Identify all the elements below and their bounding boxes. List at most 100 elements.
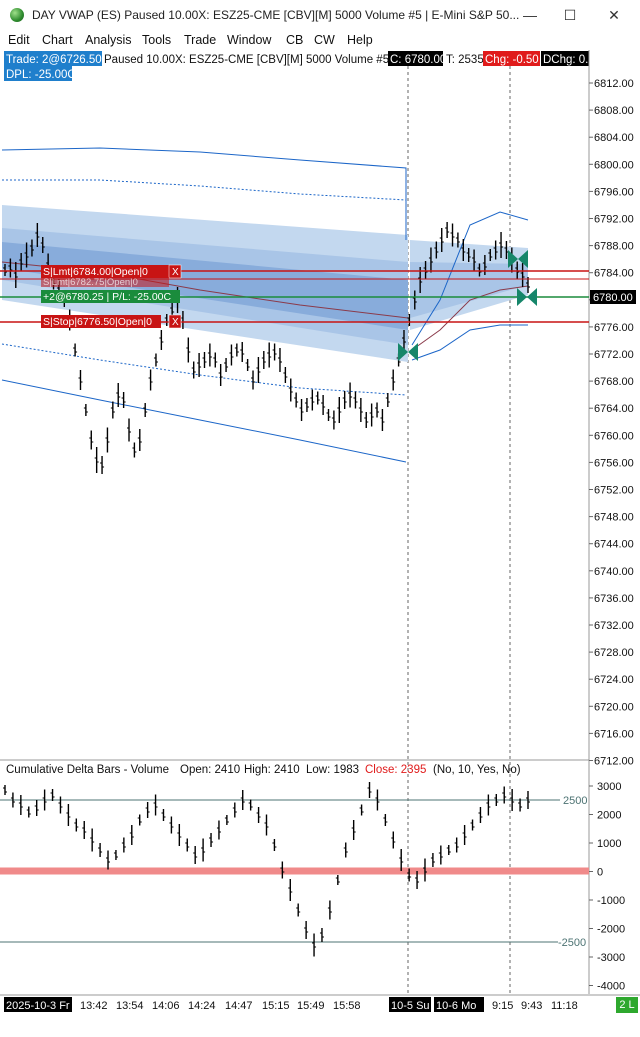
close-info: C: 6780.00 — [390, 54, 446, 66]
delta-tick-label: 3000 — [597, 781, 621, 793]
dchg-info: DChg: 0.0 — [543, 54, 595, 66]
price-tick-label: 6772.00 — [594, 349, 634, 361]
menu-trade[interactable]: Trade — [184, 33, 217, 47]
delta-params: (No, 10, Yes, No) — [433, 764, 521, 776]
price-tick-label: 6716.00 — [594, 728, 634, 740]
chart-area[interactable]: Trade: 2@6726.50 Paused 10.00X: ESZ25-CM… — [0, 50, 640, 1032]
price-tick-label: 6720.00 — [594, 701, 634, 713]
price-tick-label: 6768.00 — [594, 376, 634, 388]
price-tick-label: 6776.00 — [594, 322, 634, 334]
delta-tick-label: -1000 — [597, 895, 625, 907]
app-globe-icon — [10, 8, 24, 22]
delta-panel-title: Cumulative Delta Bars - Volume — [6, 764, 169, 776]
sell-fill-marker-icon — [518, 250, 528, 268]
price-tick-label: 6796.00 — [594, 186, 634, 198]
position-label-bg[interactable] — [41, 290, 180, 303]
buy-fill-marker-icon — [398, 343, 408, 361]
price-tick-label: 6764.00 — [594, 403, 634, 415]
menu-window[interactable]: Window — [227, 33, 272, 47]
time-label: 15:58 — [333, 1000, 361, 1012]
menu-chart[interactable]: Chart — [42, 33, 73, 47]
current-price-marker: 6780.00 — [593, 292, 633, 304]
time-label: 14:47 — [225, 1000, 253, 1012]
limit-cancel-glyph: X — [172, 267, 179, 278]
window-titlebar: DAY VWAP (ES) Paused 10.00X: ESZ25-CME [… — [0, 0, 640, 30]
delta-lower-ref-label: -2500 — [558, 937, 586, 949]
date-label-3-bg — [434, 997, 484, 1012]
dchg-info-bg — [541, 51, 589, 66]
price-axis[interactable]: 6812.00 6808.00 6804.00 6800.00 6796.00 6792.… — [589, 78, 634, 768]
price-tick-label: 6784.00 — [594, 268, 634, 280]
delta-tick-label: -4000 — [597, 981, 625, 993]
price-tick-label: 6808.00 — [594, 105, 634, 117]
price-tick-label: 6804.00 — [594, 132, 634, 144]
time-label: 9:43 — [521, 1000, 542, 1012]
price-tick-label: 6748.00 — [594, 512, 634, 524]
delta-low: Low: 1983 — [306, 764, 359, 776]
dpl-info-bg — [4, 66, 72, 81]
time-label: 14:06 — [152, 1000, 180, 1012]
delta-tick-label: -2000 — [597, 924, 625, 936]
close-button[interactable]: ✕ — [608, 7, 620, 23]
vwap-band-inner — [2, 242, 408, 330]
chg-info: Chg: -0.50 — [485, 54, 539, 66]
dpl-info: DPL: -25.00C — [6, 69, 76, 81]
status-indicator[interactable]: 2 L — [616, 997, 638, 1013]
trade-info: Trade: 2@6726.50 — [6, 54, 102, 66]
date-label-1-bg — [4, 997, 72, 1012]
price-tick-label: 6724.00 — [594, 674, 634, 686]
menu-cw[interactable]: CW — [314, 33, 335, 47]
date-label-2: 10-5 Su — [391, 1000, 430, 1012]
vwap-line-2 — [411, 285, 529, 351]
vwap-lower-band-line — [1, 379, 407, 463]
trade-info-bg — [4, 51, 102, 66]
buy-fill-marker-icon — [517, 288, 527, 306]
stop-order-label: S|Stop|6776.50|Open|0 — [43, 316, 152, 328]
menu-help[interactable]: Help — [347, 33, 373, 47]
time-label: 15:15 — [262, 1000, 290, 1012]
buy-fill-marker-icon — [527, 288, 537, 306]
stop-order-label-bg[interactable] — [41, 315, 161, 328]
minimize-button[interactable]: — — [523, 7, 537, 23]
sell-fill-marker-icon — [508, 250, 518, 268]
price-tick-label: 6752.00 — [594, 485, 634, 497]
menu-cb[interactable]: CB — [286, 33, 304, 47]
delta-axis[interactable]: 3000 2000 1000 0 -1000 -2000 -3000 -4000 — [589, 781, 625, 993]
chart-svg[interactable]: Trade: 2@6726.50 Paused 10.00X: ESZ25-CM… — [0, 50, 640, 1032]
price-tick-label: 6760.00 — [594, 430, 634, 442]
maximize-button[interactable]: ☐ — [563, 7, 577, 23]
vwap-lower-dotted-line — [1, 343, 407, 396]
limit-order-label: S|Lmt|6784.00|Open|0 — [43, 266, 148, 278]
limit-order-label-bg[interactable] — [41, 265, 169, 278]
price-tick-label: 6744.00 — [594, 539, 634, 551]
price-tick-label: 6812.00 — [594, 78, 634, 90]
date-label-3: 10-6 Mo — [436, 1000, 476, 1012]
limit-shadow-label-bg — [41, 277, 169, 287]
menu-tools[interactable]: Tools — [142, 33, 172, 47]
menu-analysis[interactable]: Analysis — [85, 33, 132, 47]
window-title: DAY VWAP (ES) Paused 10.00X: ESZ25-CME [… — [32, 8, 520, 22]
vwap-upper-band-line — [1, 147, 407, 240]
vwap-upper-dotted-line — [2, 179, 407, 201]
time-label: 11:18 — [551, 1000, 578, 1012]
price-tick-label: 6728.00 — [594, 647, 634, 659]
date-label-2-bg — [389, 997, 431, 1012]
ticks-info: T: 2535 — [446, 54, 484, 66]
time-label: 13:54 — [116, 1000, 144, 1012]
price-tick-label: 6732.00 — [594, 620, 634, 632]
stop-cancel-glyph: X — [172, 317, 179, 328]
limit-cancel-button[interactable] — [168, 264, 182, 279]
price-tick-label: 6792.00 — [594, 214, 634, 226]
menu-edit[interactable]: Edit — [8, 33, 30, 47]
price-tick-label: 6788.00 — [594, 241, 634, 253]
buy-fill-marker-icon — [408, 343, 418, 361]
stop-cancel-button[interactable] — [168, 314, 182, 329]
time-label: 13:42 — [80, 1000, 108, 1012]
price-tick-label: 6736.00 — [594, 593, 634, 605]
delta-bars — [3, 782, 530, 957]
delta-upper-ref-label: 2500 — [563, 795, 587, 807]
price-tick-label: 6712.00 — [594, 756, 634, 768]
delta-tick-label: -3000 — [597, 952, 625, 964]
vwap-lower-band-line-2 — [411, 324, 528, 361]
menu-bar: Edit Chart Analysis Tools Trade Window C… — [0, 30, 640, 50]
